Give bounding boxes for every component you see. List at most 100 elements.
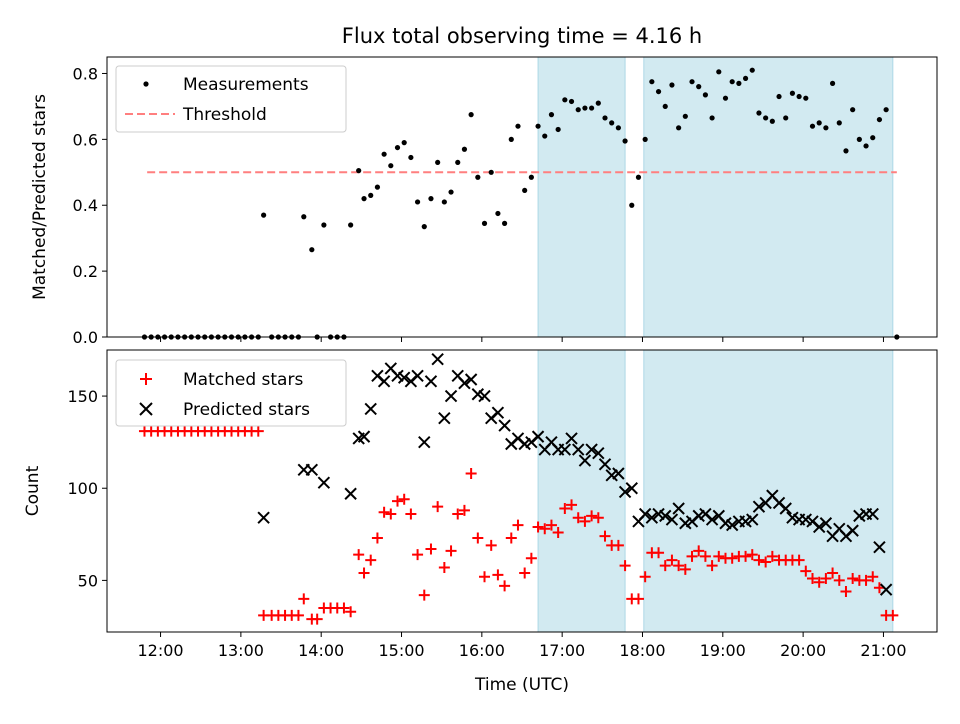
measurement-point-39 [401, 140, 407, 146]
measurement-point-74 [635, 174, 642, 180]
predicted-point-42 [598, 458, 612, 471]
measurement-point-47 [455, 159, 461, 166]
measurement-point-80 [676, 125, 682, 131]
measurement-point-44 [435, 159, 441, 166]
measurement-point-84 [702, 92, 709, 98]
bottom-shaded-region-0 [537, 349, 626, 633]
predicted-point-79 [846, 524, 859, 537]
top-y-tick-label-2: 0.4 [73, 196, 98, 215]
predicted-point-82 [866, 507, 879, 521]
chart-title: Flux total observing time = 4.16 h [342, 24, 702, 48]
measurement-point-111 [883, 107, 889, 113]
matched-point-62 [552, 526, 564, 538]
measurement-point-109 [870, 135, 876, 141]
predicted-point-3 [317, 476, 331, 489]
measurement-point-51 [481, 220, 488, 226]
predicted-point-48 [638, 507, 652, 521]
matched-point-40 [405, 508, 417, 520]
measurement-point-73 [629, 202, 635, 208]
matched-point-46 [445, 545, 457, 557]
measurement-point-31 [348, 222, 354, 228]
predicted-point-2 [305, 463, 319, 477]
predicted-point-36 [558, 443, 572, 456]
matched-point-23 [292, 609, 304, 621]
predicted-point-14 [411, 369, 424, 383]
predicted-point-6 [357, 430, 371, 443]
matched-point-63 [559, 503, 571, 515]
predicted-point-16 [424, 375, 438, 388]
matched-point-56 [512, 519, 524, 531]
measurement-point-72 [622, 138, 628, 144]
matched-point-54 [499, 580, 511, 592]
measurement-point-46 [448, 189, 454, 195]
top-y-tick-label-1: 0.2 [73, 262, 98, 281]
x-tick-label-7: 19:00 [700, 641, 746, 660]
measurement-point-106 [850, 107, 856, 113]
matched-point-55 [505, 532, 517, 544]
matched-point-94 [766, 550, 778, 562]
matched-point-86 [713, 550, 725, 562]
measurement-point-57 [522, 187, 528, 194]
matched-point-44 [432, 501, 444, 513]
measurement-point-48 [461, 146, 468, 152]
measurement-point-68 [595, 100, 601, 106]
measurement-point-40 [408, 154, 414, 161]
predicted-point-21 [458, 376, 471, 390]
matched-point-34 [365, 554, 377, 566]
x-axis-label: Time (UTC) [474, 675, 569, 695]
measurement-point-110 [876, 116, 883, 123]
measurement-point-54 [501, 220, 508, 226]
measurement-point-76 [649, 79, 655, 85]
bottom-y-axis-label: Count [23, 465, 43, 516]
measurement-point-66 [582, 105, 588, 111]
measurement-point-53 [495, 210, 501, 217]
x-tick-label-3: 15:00 [378, 641, 424, 660]
measurement-point-25 [309, 247, 315, 253]
predicted-point-22 [464, 373, 478, 386]
matched-point-93 [760, 556, 772, 568]
measurement-point-107 [856, 136, 862, 142]
measurement-point-60 [542, 133, 548, 139]
bottom-legend: Matched stars Predicted stars [115, 359, 347, 427]
matched-point-64 [566, 499, 578, 511]
top-axes-frame [106, 56, 938, 338]
measurement-point-96 [783, 115, 789, 121]
measurement-point-78 [662, 103, 668, 110]
matched-point-32 [353, 549, 365, 561]
matched-point-75 [639, 571, 651, 583]
matched-point-38 [392, 495, 403, 507]
matched-point-24 [298, 593, 310, 605]
predicted-point-83 [873, 541, 886, 554]
bottom-shaded-regions [537, 349, 894, 633]
predicted-point-39 [578, 454, 592, 467]
measurement-point-95 [776, 93, 782, 100]
matched-point-112 [887, 609, 899, 621]
measurement-point-97 [789, 90, 796, 96]
matched-point-37 [385, 508, 397, 520]
measurement-point-43 [428, 196, 434, 202]
measurement-point-42 [421, 224, 427, 230]
matched-point-77 [653, 547, 665, 559]
matched-point-31 [345, 606, 357, 618]
matched-point-50 [472, 532, 484, 544]
measurement-point-70 [609, 120, 615, 126]
predicted-point-24 [478, 389, 491, 403]
measurement-point-45 [441, 199, 447, 205]
x-tick-label-1: 13:00 [218, 641, 264, 660]
bottom-y-tick-label-0: 50 [78, 571, 98, 590]
measurement-point-98 [796, 93, 802, 100]
x-tick-label-2: 14:00 [298, 641, 344, 660]
predicted-point-49 [645, 511, 659, 524]
matched-point-81 [679, 563, 691, 575]
matched-point-104 [833, 574, 845, 586]
measurement-point-36 [381, 151, 387, 157]
bottom-axis-ticks: 12:00 13:00 14:00 15:00 16:00 17:00 18:00 19:00… [67, 387, 906, 660]
predicted-point-38 [572, 443, 585, 456]
x-tick-label-5: 17:00 [539, 641, 585, 660]
predicted-point-32 [531, 430, 545, 443]
top-legend: Measurements Threshold [115, 65, 347, 133]
matched-point-80 [673, 560, 685, 572]
bottom-matched-points [138, 425, 899, 625]
measurement-point-87 [722, 95, 729, 101]
